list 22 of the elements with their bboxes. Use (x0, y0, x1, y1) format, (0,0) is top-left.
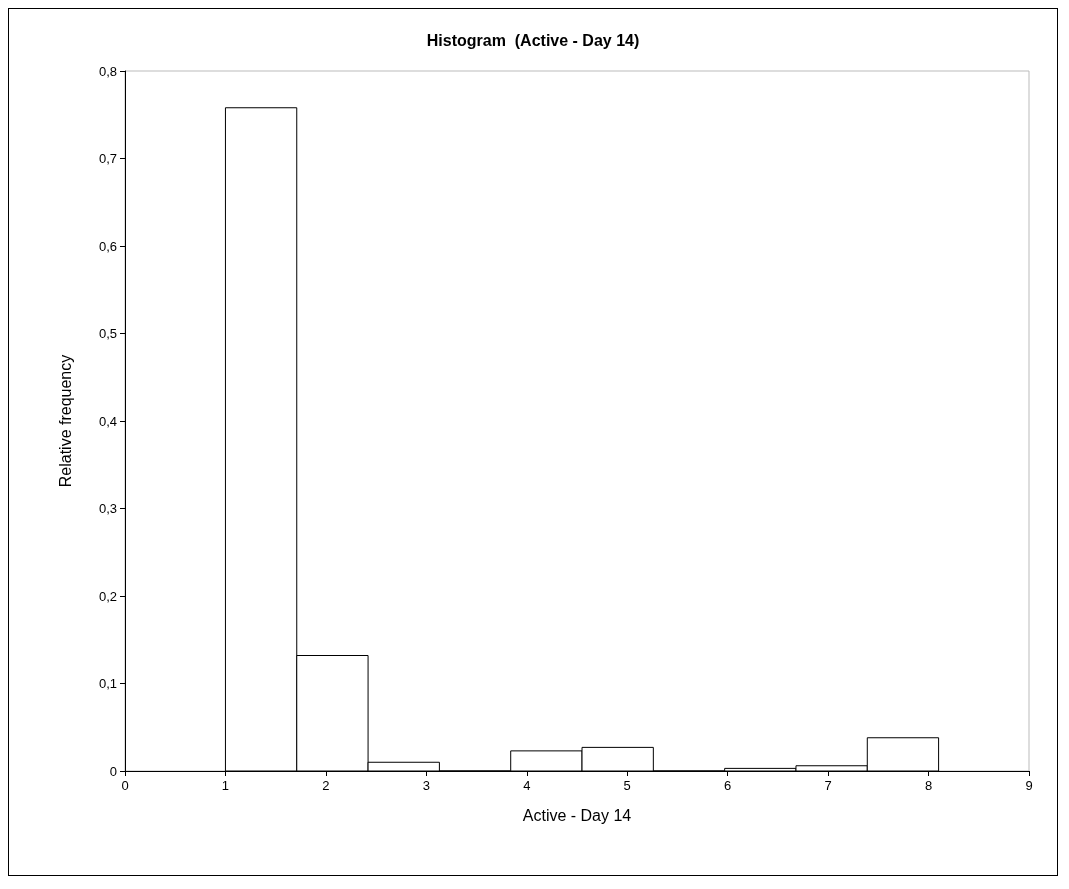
x-tick-label: 4 (523, 778, 531, 793)
y-tick-label: 0 (109, 763, 117, 779)
y-tick-label: 0,6 (98, 238, 117, 254)
x-tick-label: 5 (623, 778, 631, 793)
x-tick-label: 3 (422, 778, 430, 793)
x-axis-title: Active - Day 14 (522, 806, 632, 824)
y-tick-label: 0,7 (98, 151, 117, 166)
x-tick-label: 6 (724, 778, 732, 793)
x-tick-label: 0 (121, 778, 129, 793)
y-tick-label: 0,4 (98, 413, 117, 429)
x-tick-label: 9 (1025, 778, 1033, 793)
x-tick-label: 7 (824, 778, 832, 793)
y-tick-label: 0,2 (98, 588, 117, 604)
x-tick-label: 8 (924, 778, 933, 793)
y-axis-title: Relative frequency (56, 354, 74, 488)
y-tick-label: 0,8 (98, 63, 117, 79)
chart-title: Histogram (Active - Day 14) (426, 31, 640, 49)
x-tick-label: 2 (322, 778, 330, 793)
y-tick-label: 0,3 (98, 501, 117, 516)
x-tick-label: 1 (221, 778, 230, 793)
y-tick-label: 0,5 (98, 326, 117, 341)
y-tick-label: 0,1 (98, 676, 117, 691)
